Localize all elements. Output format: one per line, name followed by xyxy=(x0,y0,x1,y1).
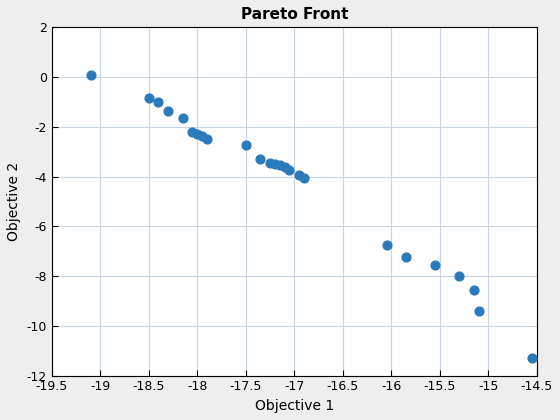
Point xyxy=(164,107,172,114)
Point xyxy=(144,95,153,102)
Point xyxy=(528,355,536,362)
Point xyxy=(300,174,309,181)
Point xyxy=(276,162,284,169)
Point xyxy=(241,142,250,149)
Point xyxy=(193,131,202,138)
Point xyxy=(256,156,265,163)
Point xyxy=(203,136,212,143)
Point xyxy=(285,167,294,174)
Point xyxy=(280,163,289,170)
Point xyxy=(382,241,391,248)
Point xyxy=(455,273,464,279)
Point xyxy=(198,132,207,139)
Point xyxy=(265,160,274,166)
Point xyxy=(188,129,197,135)
Point xyxy=(469,286,478,293)
Title: Pareto Front: Pareto Front xyxy=(241,7,348,22)
Point xyxy=(295,172,304,178)
Point xyxy=(474,307,483,314)
Point xyxy=(402,254,410,261)
Point xyxy=(270,161,279,168)
Point xyxy=(154,99,163,105)
X-axis label: Objective 1: Objective 1 xyxy=(255,399,334,413)
Point xyxy=(178,115,187,121)
Point xyxy=(431,262,440,268)
Y-axis label: Objective 2: Objective 2 xyxy=(7,162,21,241)
Point xyxy=(86,71,95,78)
